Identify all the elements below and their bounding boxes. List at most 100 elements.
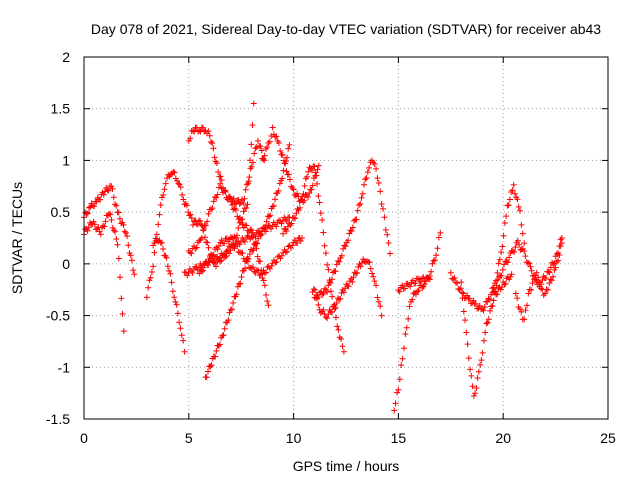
- data-point: [517, 246, 524, 253]
- data-point: [543, 275, 550, 282]
- data-point: [387, 250, 394, 257]
- data-point: [232, 206, 239, 213]
- y-tick-label: 1: [62, 152, 70, 168]
- data-point: [478, 357, 485, 364]
- data-point: [476, 302, 483, 309]
- data-point: [526, 260, 533, 267]
- data-point: [169, 288, 176, 295]
- data-point: [315, 193, 322, 200]
- data-point: [459, 295, 466, 302]
- data-point: [289, 184, 296, 191]
- data-point: [314, 295, 321, 302]
- y-tick-label: -0.5: [46, 308, 70, 324]
- data-point: [305, 168, 312, 175]
- data-point: [546, 280, 553, 287]
- data-point: [313, 172, 320, 179]
- data-point: [282, 160, 289, 167]
- data-point: [521, 316, 528, 323]
- series-sat-Q: [458, 271, 515, 399]
- data-point: [118, 295, 125, 302]
- data-point: [191, 243, 198, 250]
- data-point: [319, 216, 326, 223]
- data-point: [285, 171, 292, 178]
- data-point: [268, 263, 275, 270]
- data-point: [340, 245, 347, 252]
- data-point: [434, 245, 441, 252]
- data-point: [287, 245, 294, 252]
- data-point: [398, 362, 405, 369]
- data-point: [241, 195, 248, 202]
- data-point: [240, 199, 247, 206]
- data-point: [349, 278, 356, 285]
- data-point: [362, 176, 369, 183]
- data-point: [279, 152, 286, 159]
- data-point: [200, 267, 207, 274]
- data-point: [122, 229, 129, 236]
- data-point: [227, 196, 234, 203]
- data-point: [349, 224, 356, 231]
- data-point: [400, 345, 407, 352]
- data-point: [198, 268, 205, 275]
- data-point: [153, 231, 160, 238]
- data-point: [148, 268, 155, 275]
- data-point: [180, 337, 187, 344]
- data-point: [505, 202, 512, 209]
- data-point: [119, 310, 126, 317]
- data-point: [105, 187, 112, 194]
- data-point: [90, 218, 97, 225]
- series-sat-O: [395, 274, 433, 295]
- data-point: [437, 229, 444, 236]
- data-point: [280, 230, 287, 237]
- data-point: [174, 310, 181, 317]
- data-point: [449, 275, 456, 282]
- data-point: [354, 269, 361, 276]
- data-point: [234, 283, 241, 290]
- data-point: [249, 264, 256, 271]
- data-point: [277, 255, 284, 262]
- data-point: [460, 308, 467, 315]
- data-point: [522, 307, 529, 314]
- data-point: [127, 252, 134, 259]
- data-point: [204, 239, 211, 246]
- data-point: [404, 280, 411, 287]
- data-point: [367, 265, 374, 272]
- data-point: [114, 241, 121, 248]
- data-point: [396, 376, 403, 383]
- data-point: [214, 253, 221, 260]
- data-point: [260, 156, 267, 163]
- data-point: [473, 385, 480, 392]
- data-point: [257, 143, 264, 150]
- data-point: [324, 315, 331, 322]
- data-point: [556, 251, 563, 258]
- y-tick-label: 2: [62, 49, 70, 65]
- data-point: [169, 170, 176, 177]
- data-point: [161, 186, 168, 193]
- data-point: [263, 292, 270, 299]
- data-point: [188, 250, 195, 257]
- data-point: [377, 188, 384, 195]
- data-point: [409, 277, 416, 284]
- data-point: [403, 324, 410, 331]
- data-point: [294, 190, 301, 197]
- data-point: [525, 290, 532, 297]
- series-sat-C: [143, 100, 257, 301]
- data-point: [510, 181, 517, 188]
- data-point: [345, 283, 352, 290]
- data-point: [209, 253, 216, 260]
- data-point: [204, 261, 211, 268]
- data-point: [384, 231, 391, 238]
- data-point: [222, 188, 229, 195]
- data-point: [252, 233, 259, 240]
- data-point: [269, 260, 276, 267]
- data-point: [266, 222, 273, 229]
- series-sat-A: [81, 183, 138, 278]
- data-point: [210, 198, 217, 205]
- data-point: [184, 202, 191, 209]
- data-point: [430, 257, 437, 264]
- data-point: [265, 302, 272, 309]
- data-point: [198, 234, 205, 241]
- data-point: [238, 216, 245, 223]
- data-point: [110, 227, 117, 234]
- data-point: [426, 276, 433, 283]
